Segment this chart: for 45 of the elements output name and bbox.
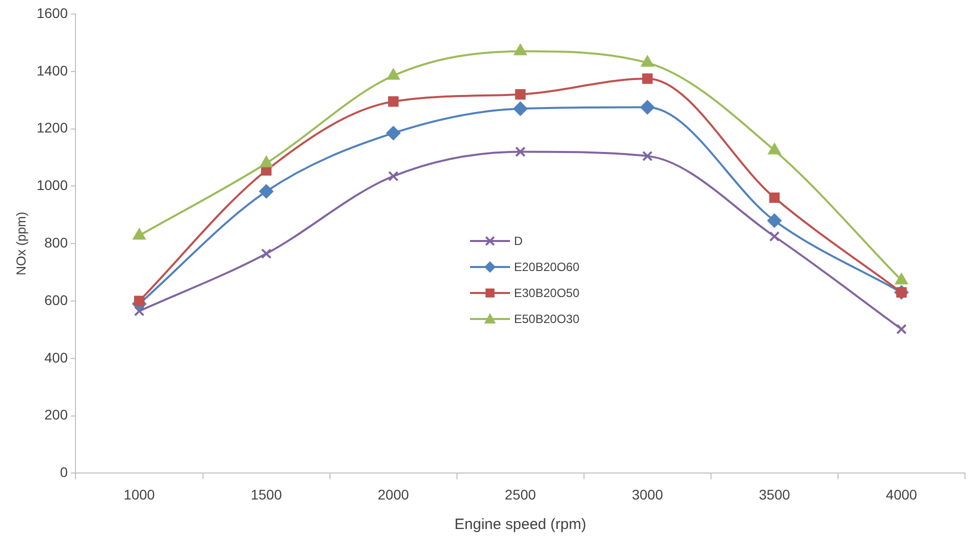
point (386, 126, 400, 140)
legend-label: E20B20O60 (514, 260, 580, 274)
y-tick-label: 1600 (36, 4, 68, 21)
y-axis-title: NOx (ppm) (13, 212, 28, 276)
legend-label: E30B20O50 (514, 286, 580, 300)
point (896, 324, 907, 334)
point (515, 146, 526, 158)
y-tick-label: 800 (44, 234, 68, 250)
x-tick-label: 2000 (378, 486, 410, 502)
x-axis-title: Engine speed (rpm) (454, 516, 586, 534)
y-tick-label: 200 (44, 406, 68, 423)
y-tick-label: 1400 (36, 62, 68, 78)
x-tick-label: 3000 (632, 486, 664, 502)
x-tick-label: 2500 (504, 486, 536, 502)
point (513, 102, 528, 116)
point (642, 73, 653, 84)
y-tick-label: 0 (60, 464, 68, 480)
point (260, 156, 272, 168)
point (640, 100, 654, 114)
point (388, 170, 399, 182)
legend-label: D (514, 234, 523, 248)
point (261, 248, 272, 259)
point (769, 192, 780, 203)
point (387, 68, 400, 80)
point (134, 306, 145, 316)
point (388, 96, 399, 107)
point (133, 228, 146, 240)
point (134, 296, 145, 306)
x-tick-label: 1000 (124, 486, 156, 502)
y-tick-label: 1000 (36, 177, 68, 194)
point (514, 44, 527, 56)
point (769, 231, 780, 242)
point (642, 150, 653, 162)
x-tick-label: 1500 (250, 486, 282, 502)
y-tick-label: 400 (44, 349, 68, 366)
point (515, 89, 526, 100)
y-tick-label: 600 (44, 292, 68, 308)
x-tick-label: 4000 (886, 486, 918, 502)
y-tick-label: 1200 (36, 120, 68, 136)
point (767, 214, 782, 228)
x-tick-label: 3500 (758, 486, 790, 502)
point (641, 56, 654, 67)
point (259, 184, 274, 198)
legend-label: E50B20O30 (514, 312, 580, 326)
point (768, 143, 781, 154)
